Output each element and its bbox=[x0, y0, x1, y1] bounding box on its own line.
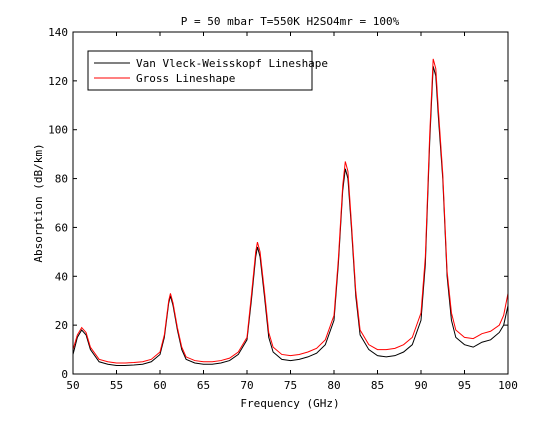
legend: Van Vleck-Weisskopf Lineshape Gross Lines… bbox=[87, 50, 328, 91]
legend-box bbox=[87, 50, 313, 91]
chart-title: P = 50 mbar T=550K H2SO4mr = 100% bbox=[181, 15, 400, 28]
y-tick-label: 40 bbox=[55, 270, 68, 283]
x-tick-label: 80 bbox=[327, 379, 340, 392]
x-tick-label: 65 bbox=[197, 379, 210, 392]
y-tick-label: 60 bbox=[55, 221, 68, 234]
x-tick-label: 95 bbox=[458, 379, 471, 392]
x-tick-label: 85 bbox=[371, 379, 384, 392]
y-axis-ticks: 0 20 40 60 80 100 120 140 bbox=[48, 26, 508, 381]
x-tick-label: 100 bbox=[498, 379, 518, 392]
y-tick-label: 140 bbox=[48, 26, 68, 39]
y-tick-label: 120 bbox=[48, 75, 68, 88]
x-tick-label: 70 bbox=[240, 379, 253, 392]
x-tick-label: 50 bbox=[66, 379, 79, 392]
y-tick-label: 0 bbox=[61, 368, 68, 381]
y-tick-label: 80 bbox=[55, 173, 68, 186]
series-line-1 bbox=[72, 66, 509, 366]
y-tick-label: 20 bbox=[55, 319, 68, 332]
x-tick-label: 60 bbox=[153, 379, 166, 392]
series-layer bbox=[72, 58, 509, 366]
legend-label-1: Van Vleck-Weisskopf Lineshape bbox=[136, 57, 328, 70]
x-tick-label: 75 bbox=[284, 379, 297, 392]
y-tick-label: 100 bbox=[48, 124, 68, 137]
y-axis-label: Absorption (dB/km) bbox=[32, 143, 45, 262]
x-axis-label: Frequency (GHz) bbox=[240, 397, 339, 410]
legend-label-2: Gross Lineshape bbox=[136, 72, 235, 85]
x-tick-label: 90 bbox=[414, 379, 427, 392]
series-line-2 bbox=[72, 58, 509, 364]
x-tick-label: 55 bbox=[110, 379, 123, 392]
x-axis-ticks: 50 55 60 65 70 75 80 85 90 95 100 bbox=[66, 32, 518, 392]
